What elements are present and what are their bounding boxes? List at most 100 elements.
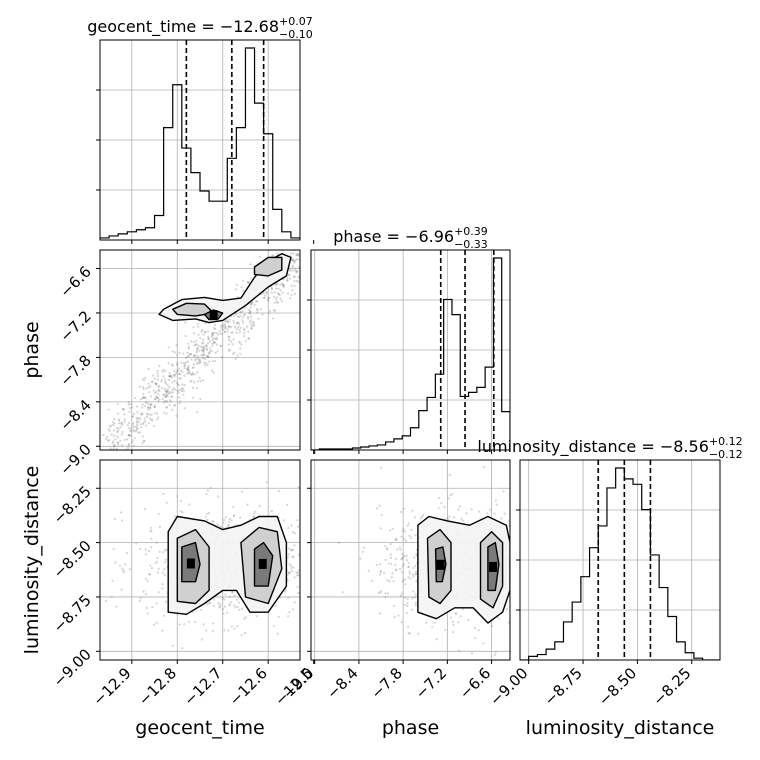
scatter-point: [179, 499, 182, 503]
x-tick-label: −8.4: [323, 664, 361, 702]
scatter-point: [222, 612, 225, 615]
scatter-point: [193, 354, 196, 357]
scatter-point: [126, 424, 129, 427]
scatter-point: [155, 390, 158, 394]
scatter-point: [204, 515, 207, 518]
scatter-point: [213, 598, 216, 601]
scatter-point: [135, 429, 138, 432]
scatter-point: [291, 289, 294, 292]
scatter-point: [275, 296, 278, 299]
scatter-point: [187, 355, 190, 358]
scatter-point: [293, 601, 296, 604]
scatter-point: [268, 309, 271, 312]
scatter-point: [111, 579, 114, 582]
scatter-point: [104, 600, 107, 603]
scatter-point: [270, 291, 273, 294]
scatter-point: [107, 408, 110, 411]
scatter-point: [280, 300, 283, 303]
scatter-point: [444, 629, 447, 632]
scatter-point: [222, 328, 225, 331]
scatter-point: [143, 417, 146, 420]
scatter-point: [272, 317, 275, 320]
y-tick-label: −9.0: [56, 440, 94, 478]
scatter-point: [173, 379, 176, 382]
scatter-point: [140, 406, 144, 409]
scatter-point: [389, 543, 392, 546]
scatter-point: [491, 625, 494, 628]
scatter-point: [208, 340, 211, 343]
scatter-point: [211, 333, 214, 336]
scatter-point: [137, 420, 140, 423]
scatter-point: [109, 447, 112, 450]
scatter-point: [237, 326, 240, 329]
scatter-point: [283, 285, 286, 288]
scatter-point: [171, 364, 174, 367]
scatter-point: [171, 644, 174, 648]
density-peak: [258, 558, 267, 569]
scatter-point: [206, 355, 209, 358]
scatter-point: [399, 568, 402, 571]
scatter-point: [203, 361, 206, 364]
scatter-point: [230, 601, 233, 604]
scatter-point: [391, 527, 394, 531]
scatter-point: [286, 556, 290, 559]
scatter-point: [206, 512, 209, 515]
scatter-point: [465, 512, 468, 515]
scatter-point: [235, 598, 239, 601]
scatter-point: [294, 259, 297, 262]
scatter-point: [136, 418, 139, 421]
scatter-point: [238, 331, 242, 334]
scatter-point: [402, 507, 405, 510]
scatter-point: [151, 380, 154, 383]
scatter-point: [112, 424, 115, 427]
scatter-point: [108, 425, 112, 428]
scatter-point: [154, 382, 157, 385]
scatter-point: [163, 411, 166, 414]
scatter-point: [127, 443, 130, 447]
scatter-point: [414, 570, 418, 573]
scatter-point: [386, 579, 389, 582]
scatter-point: [293, 285, 296, 288]
scatter-point: [146, 580, 149, 583]
scatter-point: [223, 598, 226, 601]
scatter-point: [200, 608, 203, 611]
scatter-point: [232, 314, 236, 318]
scatter-point: [173, 404, 176, 407]
scatter-point: [194, 358, 197, 361]
scatter-point: [249, 319, 252, 322]
scatter-point: [201, 353, 204, 356]
scatter-point: [236, 354, 239, 357]
scatter-point: [129, 403, 133, 406]
scatter-point: [201, 329, 204, 332]
scatter-point: [156, 418, 159, 421]
scatter-point: [258, 504, 261, 508]
scatter-point: [414, 534, 417, 537]
scatter-point: [409, 536, 413, 539]
scatter-point: [166, 383, 169, 386]
scatter-point: [152, 374, 155, 377]
scatter-point: [155, 621, 158, 624]
scatter-point: [215, 343, 218, 346]
scatter-point: [117, 443, 120, 446]
scatter-point: [199, 358, 202, 362]
scatter-point: [120, 422, 123, 425]
scatter-point: [289, 297, 292, 300]
scatter-point: [164, 369, 167, 373]
x-tick-label: −12.8: [135, 664, 180, 709]
scatter-point: [293, 532, 296, 535]
scatter-point: [205, 629, 208, 632]
scatter-point: [223, 323, 226, 326]
scatter-point: [376, 507, 379, 510]
scatter-point: [393, 616, 396, 619]
scatter-point: [153, 405, 156, 409]
scatter-point: [190, 353, 193, 356]
scatter-point: [247, 280, 250, 283]
scatter-point: [142, 422, 145, 425]
scatter-point: [414, 604, 417, 607]
scatter-point: [165, 389, 169, 392]
scatter-point: [158, 364, 161, 367]
x-tick-label: −8.25: [649, 664, 694, 709]
scatter-point: [174, 403, 177, 407]
scatter-point: [173, 373, 176, 376]
scatter-point: [297, 574, 300, 577]
